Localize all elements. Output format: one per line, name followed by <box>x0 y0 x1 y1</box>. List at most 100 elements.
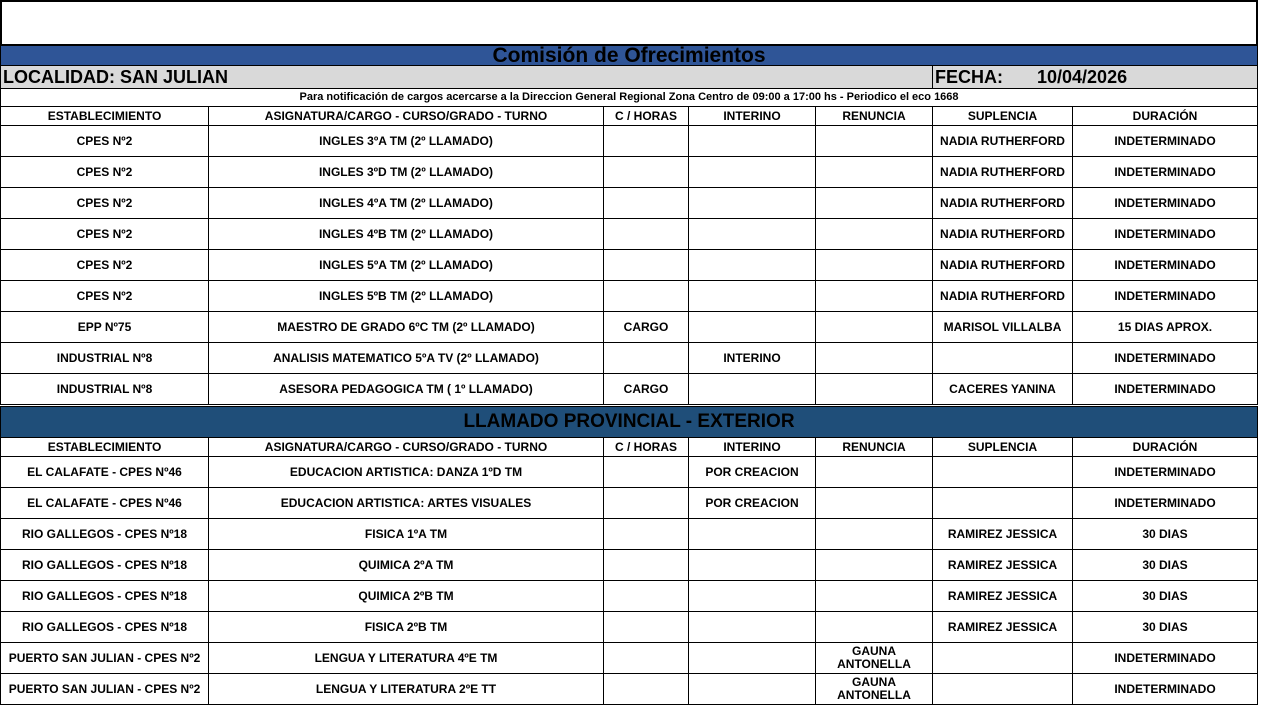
cell-c-horas <box>603 611 689 643</box>
cell-establecimiento: EL CALAFATE - CPES Nº46 <box>0 456 209 488</box>
table-row: INDUSTRIAL Nº8 ASESORA PEDAGOGICA TM ( 1º… <box>0 373 1259 405</box>
exterior-offers-table: LLAMADO PROVINCIAL - EXTERIOR ESTABLECIM… <box>0 406 1258 705</box>
cell-asignatura: INGLES 3ºA TM (2º LLAMADO) <box>208 125 604 157</box>
cell-suplencia: NADIA RUTHERFORD <box>932 125 1073 157</box>
column-header-asignatura: ASIGNATURA/CARGO - CURSO/GRADO - TURNO <box>208 106 604 126</box>
fecha-value: 10/04/2026 <box>1037 67 1128 87</box>
cell-c-horas <box>603 580 689 612</box>
cell-duracion: 30 DIAS <box>1072 580 1258 612</box>
cell-suplencia <box>932 342 1073 374</box>
cell-interino <box>688 311 816 343</box>
cell-interino <box>688 673 816 705</box>
cell-establecimiento: CPES Nº2 <box>0 125 209 157</box>
cell-asignatura: INGLES 3ºD TM (2º LLAMADO) <box>208 156 604 188</box>
column-header-interino: INTERINO <box>688 106 816 126</box>
column-header-suplencia: SUPLENCIA <box>932 437 1073 457</box>
cell-c-horas <box>603 673 689 705</box>
cell-c-horas <box>603 456 689 488</box>
cell-establecimiento: CPES Nº2 <box>0 156 209 188</box>
cell-interino <box>688 373 816 405</box>
cell-suplencia <box>932 456 1073 488</box>
cell-suplencia: NADIA RUTHERFORD <box>932 280 1073 312</box>
cell-establecimiento: CPES Nº2 <box>0 249 209 281</box>
cell-duracion: INDETERMINADO <box>1072 673 1258 705</box>
column-header-duracion: DURACIÓN <box>1072 437 1258 457</box>
cell-renuncia <box>815 611 933 643</box>
column-header-establecimiento: ESTABLECIMIENTO <box>0 437 209 457</box>
cell-c-horas <box>603 218 689 250</box>
cell-renuncia <box>815 549 933 581</box>
cell-duracion: INDETERMINADO <box>1072 456 1258 488</box>
table-row: EL CALAFATE - CPES Nº46 EDUCACION ARTISTI… <box>0 456 1258 488</box>
column-header-establecimiento: ESTABLECIMIENTO <box>0 106 209 126</box>
cell-duracion: 30 DIAS <box>1072 518 1258 550</box>
cell-suplencia: RAMIREZ JESSICA <box>932 518 1073 550</box>
cell-interino <box>688 580 816 612</box>
column-header-row: ESTABLECIMIENTO ASIGNATURA/CARGO - CURSO/… <box>0 437 1258 457</box>
table-row: RIO GALLEGOS - CPES Nº18 FISICA 1ºA TM RAM… <box>0 518 1258 550</box>
cell-asignatura: ANALISIS MATEMATICO 5ºA TV (2º LLAMADO) <box>208 342 604 374</box>
cell-interino <box>688 549 816 581</box>
cell-renuncia <box>815 218 933 250</box>
cell-establecimiento: RIO GALLEGOS - CPES Nº18 <box>0 518 209 550</box>
cell-suplencia <box>932 673 1073 705</box>
cell-interino <box>688 611 816 643</box>
cell-asignatura: QUIMICA 2ºA TM <box>208 549 604 581</box>
cell-c-horas <box>603 156 689 188</box>
cell-renuncia <box>815 487 933 519</box>
column-header-c-horas: C / HORAS <box>603 437 689 457</box>
cell-establecimiento: CPES Nº2 <box>0 218 209 250</box>
cell-suplencia: NADIA RUTHERFORD <box>932 187 1073 219</box>
cell-establecimiento: RIO GALLEGOS - CPES Nº18 <box>0 611 209 643</box>
column-header-asignatura: ASIGNATURA/CARGO - CURSO/GRADO - TURNO <box>208 437 604 457</box>
table-row: EL CALAFATE - CPES Nº46 EDUCACION ARTISTI… <box>0 487 1258 519</box>
cell-c-horas <box>603 280 689 312</box>
cell-establecimiento: RIO GALLEGOS - CPES Nº18 <box>0 549 209 581</box>
cell-asignatura: INGLES 4ºB TM (2º LLAMADO) <box>208 218 604 250</box>
cell-interino <box>688 156 816 188</box>
cell-interino: INTERINO <box>688 342 816 374</box>
cell-duracion: INDETERMINADO <box>1072 642 1258 674</box>
table-row: CPES Nº2 INGLES 5ºA TM (2º LLAMADO) NADIA … <box>0 249 1259 281</box>
table-row: CPES Nº2 INGLES 3ºD TM (2º LLAMADO) NADIA … <box>0 156 1259 188</box>
cell-duracion: 15 DIAS APROX. <box>1071 311 1259 343</box>
cell-interino <box>688 249 816 281</box>
cell-interino <box>688 518 816 550</box>
cell-establecimiento: EPP Nº75 <box>0 311 209 343</box>
cell-suplencia: CACERES YANINA <box>932 373 1073 405</box>
cell-suplencia <box>932 642 1073 674</box>
cell-c-horas <box>603 249 689 281</box>
cell-renuncia <box>815 580 933 612</box>
table-row: RIO GALLEGOS - CPES Nº18 FISICA 2ºB TM RAM… <box>0 611 1258 643</box>
cell-interino: POR CREACION <box>688 456 816 488</box>
cell-establecimiento: RIO GALLEGOS - CPES Nº18 <box>0 580 209 612</box>
table-row: EPP Nº75 MAESTRO DE GRADO 6ºC TM (2º LLAM… <box>0 311 1259 343</box>
table-row: RIO GALLEGOS - CPES Nº18 QUIMICA 2ºB TM RA… <box>0 580 1258 612</box>
cell-interino <box>688 642 816 674</box>
cell-establecimiento: INDUSTRIAL Nº8 <box>0 373 209 405</box>
cell-interino <box>688 218 816 250</box>
table-row: CPES Nº2 INGLES 4ºA TM (2º LLAMADO) NADIA … <box>0 187 1259 219</box>
table-row: CPES Nº2 INGLES 4ºB TM (2º LLAMADO) NADIA … <box>0 218 1259 250</box>
cell-establecimiento: PUERTO SAN JULIAN - CPES Nº2 <box>0 673 209 705</box>
cell-interino <box>688 125 816 157</box>
cell-establecimiento: CPES Nº2 <box>0 280 209 312</box>
cell-suplencia: NADIA RUTHERFORD <box>932 249 1073 281</box>
cell-establecimiento: INDUSTRIAL Nº8 <box>0 342 209 374</box>
blank-header-box <box>0 0 1258 46</box>
cell-asignatura: LENGUA Y LITERATURA 2ºE TT <box>208 673 604 705</box>
cell-c-horas <box>603 518 689 550</box>
cell-duracion: INDETERMINADO <box>1071 218 1259 250</box>
cell-duracion: INDETERMINADO <box>1072 487 1258 519</box>
cell-duracion: INDETERMINADO <box>1071 125 1259 157</box>
cell-asignatura: FISICA 1ºA TM <box>208 518 604 550</box>
cell-asignatura: QUIMICA 2ºB TM <box>208 580 604 612</box>
fecha: FECHA: 10/04/2026 <box>931 65 1259 89</box>
cell-renuncia <box>815 125 933 157</box>
cell-c-horas <box>603 342 689 374</box>
cell-suplencia: RAMIREZ JESSICA <box>932 549 1073 581</box>
column-header-c-horas: C / HORAS <box>603 106 689 126</box>
cell-renuncia <box>815 456 933 488</box>
cell-suplencia: NADIA RUTHERFORD <box>932 156 1073 188</box>
column-header-duracion: DURACIÓN <box>1071 106 1259 126</box>
